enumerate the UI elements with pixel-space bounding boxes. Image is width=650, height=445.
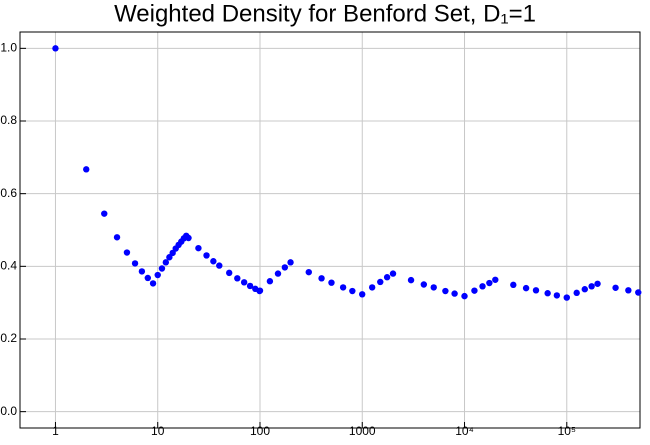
point <box>563 294 570 301</box>
point <box>246 282 254 290</box>
point <box>113 234 121 241</box>
y-tick-label: 0.6 <box>0 186 17 200</box>
point <box>492 276 499 283</box>
x-tick-label: 1000 <box>349 424 376 438</box>
point <box>52 45 59 52</box>
point <box>377 278 384 286</box>
x-tick-label: 100 <box>250 424 270 438</box>
x-tick-label: 10 <box>151 424 165 438</box>
point <box>210 258 217 265</box>
point <box>83 166 90 173</box>
point <box>240 279 248 286</box>
point <box>158 265 166 272</box>
point <box>162 259 170 266</box>
point <box>274 270 282 277</box>
point <box>203 252 210 259</box>
point <box>612 284 619 291</box>
point <box>195 244 202 252</box>
point <box>383 274 391 281</box>
point <box>266 278 274 285</box>
point <box>451 290 458 297</box>
point <box>281 264 289 271</box>
point <box>138 268 146 275</box>
y-tick-label: 0.8 <box>0 113 17 127</box>
point <box>588 283 595 290</box>
point <box>553 292 561 299</box>
point <box>305 268 312 276</box>
point <box>123 249 131 256</box>
point <box>479 283 486 290</box>
point <box>594 280 601 287</box>
point <box>216 262 223 269</box>
point <box>101 210 108 217</box>
point <box>389 270 397 277</box>
point <box>430 284 437 291</box>
point <box>131 260 139 267</box>
point <box>234 275 241 282</box>
point <box>256 287 264 294</box>
point <box>407 276 415 284</box>
point <box>185 234 192 242</box>
chart-title: Weighted Density for Benford Set, D₁=1 <box>114 0 536 27</box>
point <box>144 274 152 282</box>
point <box>318 275 325 282</box>
point <box>339 284 347 291</box>
point <box>486 279 493 287</box>
point <box>471 287 478 294</box>
point <box>154 271 161 279</box>
x-tick-label: 10⁴ <box>455 424 474 438</box>
point <box>544 290 551 297</box>
point <box>532 287 540 294</box>
x-tick-label: 1 <box>52 424 59 438</box>
point <box>166 254 173 261</box>
point <box>461 292 468 300</box>
point <box>635 289 642 296</box>
y-tick-label: 0.0 <box>0 404 17 418</box>
y-tick-label: 0.4 <box>0 259 17 273</box>
point <box>510 281 517 289</box>
point <box>359 291 366 298</box>
x-tick-label: 10⁵ <box>558 424 576 438</box>
point <box>368 284 376 291</box>
point <box>573 289 580 297</box>
plot-frame <box>19 31 641 429</box>
point <box>522 284 530 292</box>
point <box>581 286 588 293</box>
point <box>287 259 294 266</box>
point <box>442 287 449 295</box>
point <box>149 280 157 287</box>
point <box>420 281 428 288</box>
y-tick-label: 1.0 <box>0 41 17 55</box>
point <box>349 287 356 295</box>
point <box>328 279 335 286</box>
point <box>625 287 632 294</box>
y-tick-label: 0.2 <box>0 331 17 345</box>
point <box>226 269 233 277</box>
